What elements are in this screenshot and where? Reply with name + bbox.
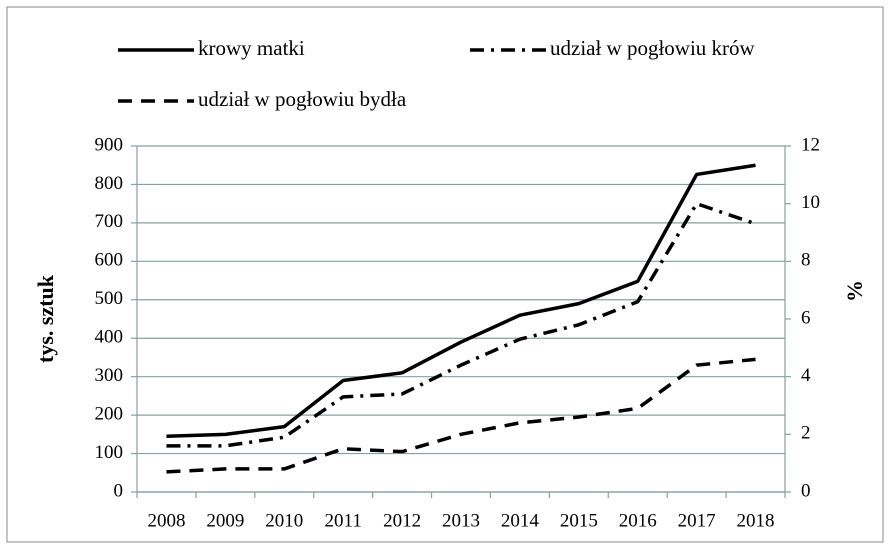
series-line bbox=[166, 357, 756, 474]
x-tick-label: 2010 bbox=[265, 510, 303, 531]
y-tick-label: 200 bbox=[95, 403, 124, 424]
series-line bbox=[166, 201, 757, 448]
y2-tick-label: 12 bbox=[801, 134, 820, 155]
y-tick-label: 0 bbox=[114, 480, 124, 501]
y-tick-label: 700 bbox=[95, 211, 124, 232]
y-tick-label: 400 bbox=[95, 327, 124, 348]
x-tick-label: 2009 bbox=[206, 510, 244, 531]
legend-label: udział w pogłowiu bydła bbox=[198, 87, 407, 111]
y2-tick-label: 6 bbox=[801, 307, 811, 328]
y-tick-label: 100 bbox=[95, 442, 124, 463]
x-tick-label: 2018 bbox=[737, 510, 775, 531]
y-tick-label: 900 bbox=[95, 134, 124, 155]
y2-tick-label: 10 bbox=[801, 192, 820, 213]
x-tick-label: 2008 bbox=[147, 510, 185, 531]
y2-tick-label: 8 bbox=[801, 250, 811, 271]
x-tick-label: 2015 bbox=[560, 510, 598, 531]
series-line bbox=[166, 163, 756, 439]
x-tick-label: 2017 bbox=[678, 510, 716, 531]
y-tick-label: 500 bbox=[95, 288, 124, 309]
x-tick-label: 2011 bbox=[325, 510, 362, 531]
x-tick-label: 2016 bbox=[619, 510, 657, 531]
y-tick-label: 800 bbox=[95, 173, 124, 194]
x-tick-label: 2012 bbox=[383, 510, 421, 531]
y-tick-label: 300 bbox=[95, 365, 124, 386]
y2-tick-label: 4 bbox=[801, 365, 811, 386]
x-tick-label: 2013 bbox=[442, 510, 480, 531]
y2-tick-label: 0 bbox=[801, 480, 811, 501]
y-axis-title: tys. sztuk bbox=[33, 274, 58, 363]
legend-label: udział w pogłowiu krów bbox=[550, 36, 756, 60]
y2-tick-label: 2 bbox=[801, 423, 811, 444]
y-tick-label: 600 bbox=[95, 250, 124, 271]
x-tick-label: 2014 bbox=[501, 510, 540, 531]
legend-label: krowy matki bbox=[198, 36, 305, 60]
y2-axis-title: % bbox=[842, 280, 867, 302]
chart-border bbox=[6, 6, 884, 543]
